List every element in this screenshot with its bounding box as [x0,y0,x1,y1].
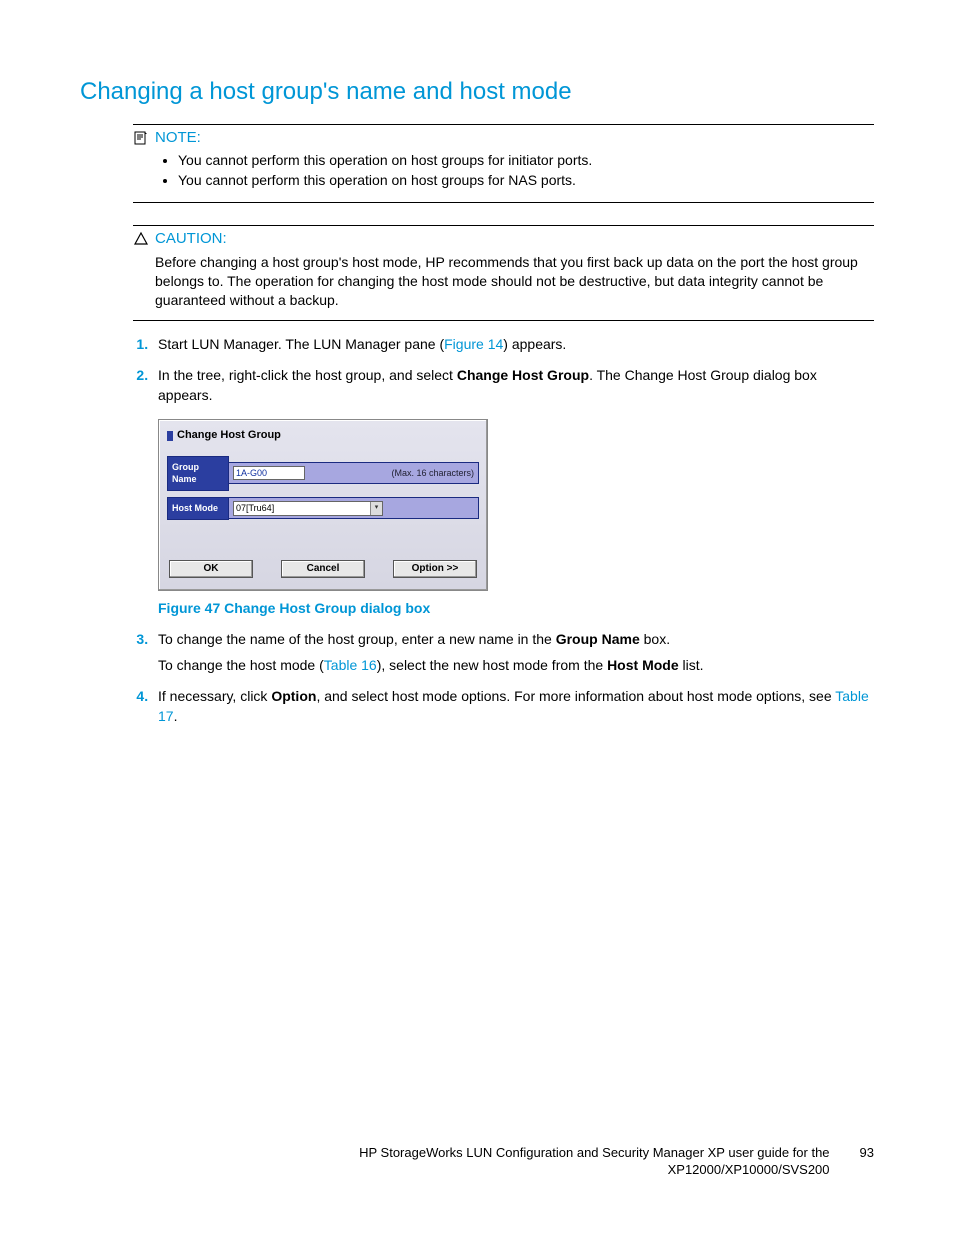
page-footer: HP StorageWorks LUN Configuration and Se… [80,1145,874,1179]
ok-button[interactable]: OK [169,560,253,578]
step-1: Start LUN Manager. The LUN Manager pane … [152,335,874,355]
figure-caption: Figure 47 Change Host Group dialog box [158,599,874,619]
note-item: You cannot perform this operation on hos… [178,172,874,188]
group-name-hint: (Max. 16 characters) [391,467,474,480]
host-mode-label: Host Mode [167,497,229,520]
group-name-label: Group Name [167,456,229,491]
figure-14-link[interactable]: Figure 14 [444,336,503,352]
footer-page-number: 93 [860,1145,874,1160]
step-3: To change the name of the host group, en… [152,630,874,675]
caution-icon [133,231,149,247]
change-host-group-dialog: Change Host Group Group Name (Max. 16 ch… [158,419,488,590]
footer-text: HP StorageWorks LUN Configuration and Se… [330,1145,830,1179]
cancel-button[interactable]: Cancel [281,560,365,578]
host-mode-select[interactable]: 07[Tru64] ▾ [233,501,383,516]
note-icon [133,130,149,146]
note-callout: NOTE: You cannot perform this operation … [133,125,874,202]
dialog-title-marker-icon [167,431,173,441]
rule-bottom-caution [133,320,874,321]
step-2: In the tree, right-click the host group,… [152,366,874,618]
caution-body: Before changing a host group's host mode… [155,253,874,310]
chevron-down-icon: ▾ [370,502,382,515]
note-label: NOTE: [155,129,201,146]
page-heading: Changing a host group's name and host mo… [80,78,874,106]
table-16-link[interactable]: Table 16 [324,657,377,673]
group-name-input[interactable] [233,466,305,480]
caution-label: CAUTION: [155,230,227,247]
dialog-title: Change Host Group [159,420,487,451]
step-4: If necessary, click Option, and select h… [152,687,874,726]
caution-callout: CAUTION: Before changing a host group's … [133,226,874,320]
note-item: You cannot perform this operation on hos… [178,152,874,168]
option-button[interactable]: Option >> [393,560,477,578]
